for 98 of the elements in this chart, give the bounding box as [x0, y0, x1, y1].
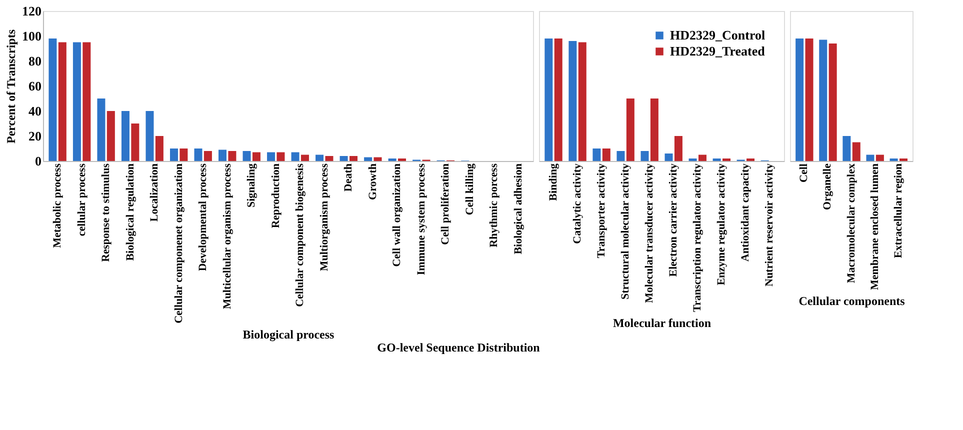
x-tick-label: Transcription regulator activity: [692, 163, 704, 312]
bar: [180, 148, 188, 161]
bar: [276, 152, 285, 161]
x-tick-label: Extracellular region: [892, 164, 904, 258]
bar: [340, 156, 348, 161]
y-tick-label: 20: [28, 128, 42, 144]
bar: [228, 151, 236, 161]
x-tick-label: Electron carrier activity: [668, 163, 680, 277]
bar: [204, 151, 212, 161]
bar: [170, 148, 178, 161]
x-tick-label: Membrane enclosed lumen: [868, 164, 881, 290]
x-tick-label: Nutrient reservoir activity: [764, 163, 776, 286]
x-tick-label: Organelle: [822, 163, 834, 210]
bar: [876, 154, 884, 161]
text: GO-level Sequence Distribution: [377, 340, 540, 355]
x-tick-label: Biological adhesion: [512, 164, 524, 254]
x-tick-label: Enzyme regulator activity: [716, 163, 728, 286]
bar: [121, 111, 130, 161]
y-tick-label: 80: [28, 54, 42, 68]
bar: [242, 151, 251, 161]
x-tick-label: Rhythmic porcess: [488, 162, 500, 248]
bar: [554, 38, 562, 161]
bar: [805, 38, 814, 161]
bar: [852, 142, 860, 161]
y-tick-label: 0: [35, 154, 42, 168]
legend-label: HD2329_Treated: [670, 44, 766, 58]
bar: [616, 151, 625, 161]
bar: [374, 157, 382, 161]
bar: [674, 136, 682, 161]
bar: [578, 42, 586, 161]
x-axis-title: Biological process: [242, 328, 335, 342]
bar: [842, 136, 851, 161]
bar: [131, 124, 140, 161]
bar: [828, 44, 837, 161]
x-tick-label: Metabolic process: [52, 162, 64, 248]
x-tick-label: Structural molecular activity: [619, 163, 632, 300]
x-tick-label: Molecular transducer activity: [643, 163, 656, 304]
bar: [796, 38, 804, 161]
bar: [252, 152, 260, 161]
y-tick-label: 120: [22, 4, 42, 18]
bar: [698, 154, 706, 161]
x-tick-label: Binding: [547, 163, 560, 201]
bar: [364, 157, 372, 161]
bar: [97, 98, 106, 161]
x-tick-label: Cellular component biogenesis: [294, 162, 306, 307]
x-tick-label: Biological regulation: [124, 164, 136, 261]
x-tick-label: cellular process: [76, 162, 88, 236]
x-tick-label: Growth: [366, 164, 379, 200]
x-tick-label: Antioxidant capacity: [740, 163, 752, 262]
y-axis-title: Percent of Transcripts: [4, 29, 18, 144]
x-axis-title: Molecular function: [612, 316, 712, 330]
x-axis-title: Cellular components: [798, 294, 906, 308]
bar: [106, 111, 115, 161]
bar: [325, 156, 334, 161]
bar: [664, 154, 673, 161]
x-tick-label: Cell proliferation: [440, 164, 452, 245]
bar: [58, 42, 66, 161]
y-tick-label: 100: [22, 28, 42, 44]
x-tick-label: Localization: [148, 164, 161, 222]
bar: [626, 98, 634, 161]
bar: [48, 38, 57, 161]
legend-label: HD2329_Control: [670, 28, 766, 42]
x-tick-label: Cell: [798, 164, 810, 182]
bar: [602, 148, 610, 161]
x-tick-label: Death: [342, 164, 355, 192]
bar: [316, 154, 324, 161]
y-tick-label: 40: [28, 104, 42, 118]
x-tick-label: Cell wall organization: [391, 164, 404, 267]
bar: [349, 156, 358, 161]
x-tick-label: Macromolecular complex: [845, 163, 858, 284]
bar: [82, 42, 91, 161]
bar: [568, 41, 577, 161]
bar: [267, 152, 276, 161]
bar: [146, 111, 154, 161]
x-tick-label: Reproduction: [270, 164, 282, 228]
x-tick-label: Multicellular organism process: [221, 162, 234, 310]
x-tick-label: Multiorganism process: [318, 162, 330, 272]
bar: [155, 136, 164, 161]
bar: [819, 40, 828, 161]
x-tick-label: Catalytic activity: [571, 163, 584, 244]
bar: [592, 148, 601, 161]
bar: [291, 152, 300, 161]
x-tick-label: Signaling: [246, 163, 258, 208]
x-tick-label: Transporter activity: [595, 163, 608, 258]
bar: [194, 148, 202, 161]
bar: [544, 38, 553, 161]
bar: [300, 154, 309, 161]
x-tick-label: Cell killing: [464, 163, 476, 216]
x-tick-label: Cellular componenet organization: [172, 164, 185, 324]
x-tick-label: Immune system process: [415, 162, 428, 276]
bar: [866, 154, 874, 161]
x-tick-label: Response to stimulus: [100, 162, 112, 262]
bar: [72, 42, 81, 161]
bar: [640, 151, 649, 161]
bar: [650, 98, 658, 161]
x-tick-label: Developmental process: [197, 162, 210, 272]
y-tick-label: 60: [28, 78, 42, 94]
bar: [218, 150, 227, 161]
